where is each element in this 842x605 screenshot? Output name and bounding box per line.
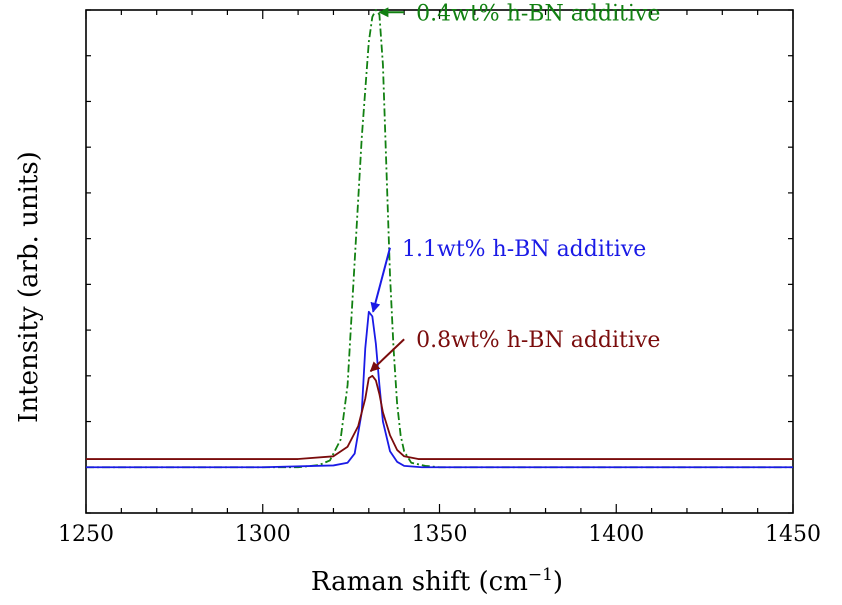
x-axis-title: Raman shift (cm−1): [311, 565, 563, 597]
x-tick-label: 1300: [235, 522, 291, 547]
annotation-arrow-a08: [369, 338, 405, 372]
y-axis-title: Intensity (arb. units): [14, 151, 44, 423]
series-line-s08: [86, 374, 793, 460]
x-tick-label: 1250: [58, 522, 114, 547]
x-tick-label: 1400: [588, 522, 644, 547]
annotation-arrow-a11: [370, 247, 391, 313]
x-tick-label: 1350: [412, 522, 468, 547]
annotation-label-a04: 0.4wt% h-BN additive: [416, 1, 660, 26]
annotation-label-a11: 1.1wt% h-BN additive: [402, 237, 646, 262]
axis-ticks: 1250 1300 1350 1400 1450: [58, 9, 821, 547]
annotation-group: 0.4wt% h-BN additive 1.1wt% h-BN additive…: [369, 1, 660, 372]
x-tick-label: 1450: [765, 522, 821, 547]
annotation-label-a08: 0.8wt% h-BN additive: [416, 328, 660, 353]
series-line-s11: [86, 310, 793, 469]
